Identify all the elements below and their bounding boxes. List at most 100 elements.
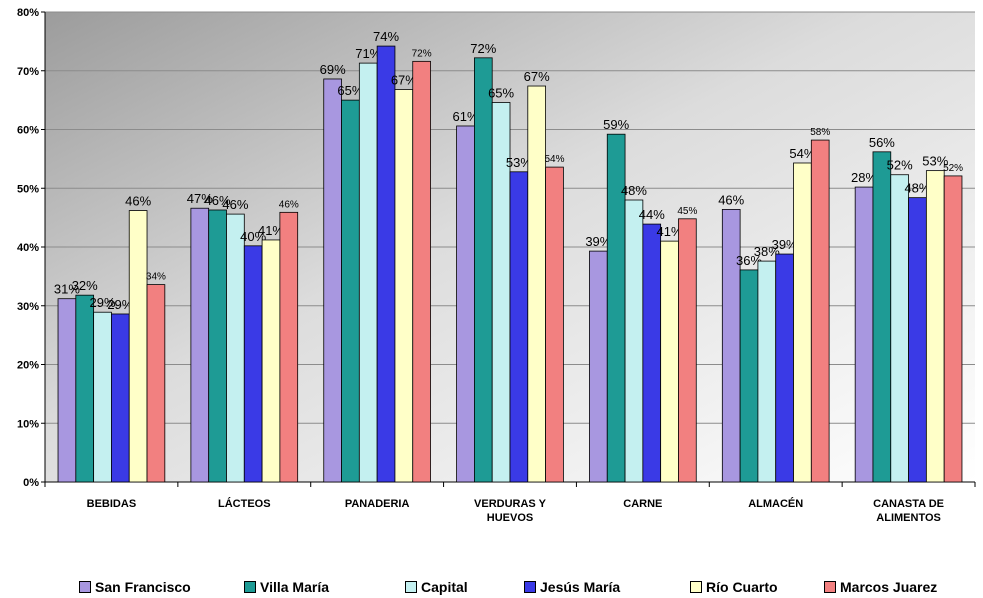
bar: [872, 151, 892, 483]
bar: [75, 294, 95, 483]
data-label: 31%: [54, 282, 80, 297]
bar: [93, 311, 112, 483]
bar: [323, 78, 342, 483]
bar: [908, 197, 927, 483]
data-label: 69%: [320, 62, 346, 77]
bar: [925, 170, 945, 483]
bar: [208, 209, 227, 483]
data-label: 65%: [337, 83, 363, 98]
data-label: 28%: [851, 170, 877, 185]
legend-label: Villa María: [260, 579, 330, 595]
data-label: 59%: [603, 117, 629, 132]
bar: [793, 162, 812, 483]
data-label: 48%: [904, 181, 930, 196]
data-label: 58%: [810, 127, 830, 138]
data-label: 46%: [205, 193, 231, 208]
legend-swatch: [824, 581, 836, 593]
bar: [358, 62, 378, 483]
data-label: 72%: [470, 41, 496, 56]
bar: [642, 223, 662, 483]
x-category-label: CARNE: [623, 498, 662, 510]
x-category-label: BEBIDAS: [87, 498, 137, 510]
data-label: 46%: [718, 192, 744, 207]
bar: [757, 260, 777, 483]
bar: [111, 313, 130, 483]
bar: [678, 218, 697, 483]
data-label: 45%: [677, 206, 697, 217]
bar: [589, 250, 608, 483]
data-label: 52%: [887, 158, 913, 173]
data-label: 48%: [621, 183, 647, 198]
data-label: 32%: [72, 278, 98, 293]
x-category-label: PANADERIA: [345, 498, 410, 510]
bar: [243, 245, 263, 483]
legend-label: Jesús María: [540, 579, 621, 595]
bar: [261, 239, 281, 483]
data-label: 67%: [391, 73, 417, 88]
bar: [279, 211, 299, 483]
bar: [509, 171, 529, 483]
data-label: 65%: [488, 85, 514, 100]
x-category-label: HUEVOS: [487, 512, 533, 524]
data-label: 46%: [125, 194, 151, 209]
bar: [890, 174, 909, 483]
legend-item: San Francisco: [79, 577, 191, 597]
bar: [146, 284, 166, 483]
data-label: 38%: [754, 244, 780, 259]
data-label: 54%: [544, 154, 564, 165]
data-label: 53%: [506, 155, 532, 170]
data-label: 47%: [187, 191, 213, 206]
y-tick-label: 30%: [17, 301, 39, 313]
legend-swatch: [79, 581, 91, 593]
x-category-label: ALIMENTOS: [876, 512, 941, 524]
bar: [527, 85, 546, 483]
legend-item: Capital: [405, 577, 468, 597]
legend-item: Villa María: [244, 577, 329, 597]
data-label: 72%: [412, 48, 432, 59]
data-label: 41%: [258, 223, 284, 238]
y-tick-label: 50%: [17, 183, 39, 195]
legend-swatch: [244, 581, 256, 593]
data-label: 61%: [452, 109, 478, 124]
data-label: 34%: [146, 272, 166, 283]
bar: [721, 208, 741, 483]
data-label: 53%: [922, 154, 948, 169]
legend-item: Jesús María: [524, 577, 620, 597]
legend-item: Río Cuarto: [690, 577, 778, 597]
bar: [624, 199, 644, 483]
bar: [341, 99, 360, 483]
bar: [394, 89, 414, 483]
data-label: 39%: [772, 237, 798, 252]
bar: [412, 60, 431, 483]
bar: [943, 175, 963, 483]
bar: [739, 269, 759, 483]
data-label: 67%: [524, 69, 550, 84]
bar: [660, 240, 679, 483]
data-label: 36%: [736, 253, 762, 268]
bar: [128, 210, 148, 483]
bar: [456, 125, 475, 483]
data-label: 74%: [373, 29, 399, 44]
data-label: 39%: [585, 234, 611, 249]
legend-label: Marcos Juarez: [840, 579, 938, 595]
bar: [545, 166, 564, 483]
legend-item: Marcos Juarez: [824, 577, 937, 597]
x-category-label: LÁCTEOS: [218, 497, 271, 510]
data-label: 44%: [639, 207, 665, 222]
legend-swatch: [524, 581, 536, 593]
y-tick-label: 10%: [17, 418, 39, 430]
data-label: 29%: [90, 295, 116, 310]
x-category-label: VERDURAS Y: [474, 498, 547, 510]
y-tick-label: 20%: [17, 360, 39, 372]
bar: [473, 57, 493, 483]
data-label: 56%: [869, 135, 895, 150]
y-tick-label: 80%: [17, 7, 39, 19]
data-label: 46%: [279, 199, 299, 210]
y-tick-label: 70%: [17, 66, 39, 78]
legend-swatch: [690, 581, 702, 593]
data-label: 54%: [789, 146, 815, 161]
bar: [775, 253, 794, 483]
legend-label: San Francisco: [95, 579, 191, 595]
